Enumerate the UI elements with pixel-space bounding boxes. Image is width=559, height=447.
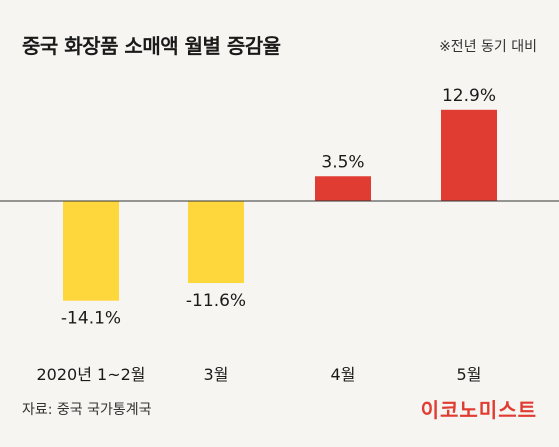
source-note: 자료: 중국 국가통계국 [22,402,152,418]
chart-title: 중국 화장품 소매액 월별 증감율 [22,34,281,58]
value-label-1: -11.6% [186,291,246,311]
value-label-2: 3.5% [321,152,364,172]
value-labels-group: -14.1% -11.6% 3.5% 12.9% [61,86,496,329]
category-labels-group: 2020년 1~2월 3월 4월 5월 [36,365,481,384]
category-label-3: 5월 [457,365,482,384]
brand-logo: 이코노미스트 [420,398,537,422]
value-label-3: 12.9% [442,86,496,106]
category-label-2: 4월 [331,365,356,384]
bar-2 [315,176,371,201]
bar-1 [188,201,244,284]
value-label-0: -14.1% [61,309,121,329]
category-label-1: 3월 [204,365,229,384]
bar-3 [441,109,497,201]
bars-group [63,109,497,301]
unit-note: ※전년 동기 대비 [439,39,537,55]
category-label-0: 2020년 1~2월 [36,365,145,384]
bar-0 [63,201,119,301]
